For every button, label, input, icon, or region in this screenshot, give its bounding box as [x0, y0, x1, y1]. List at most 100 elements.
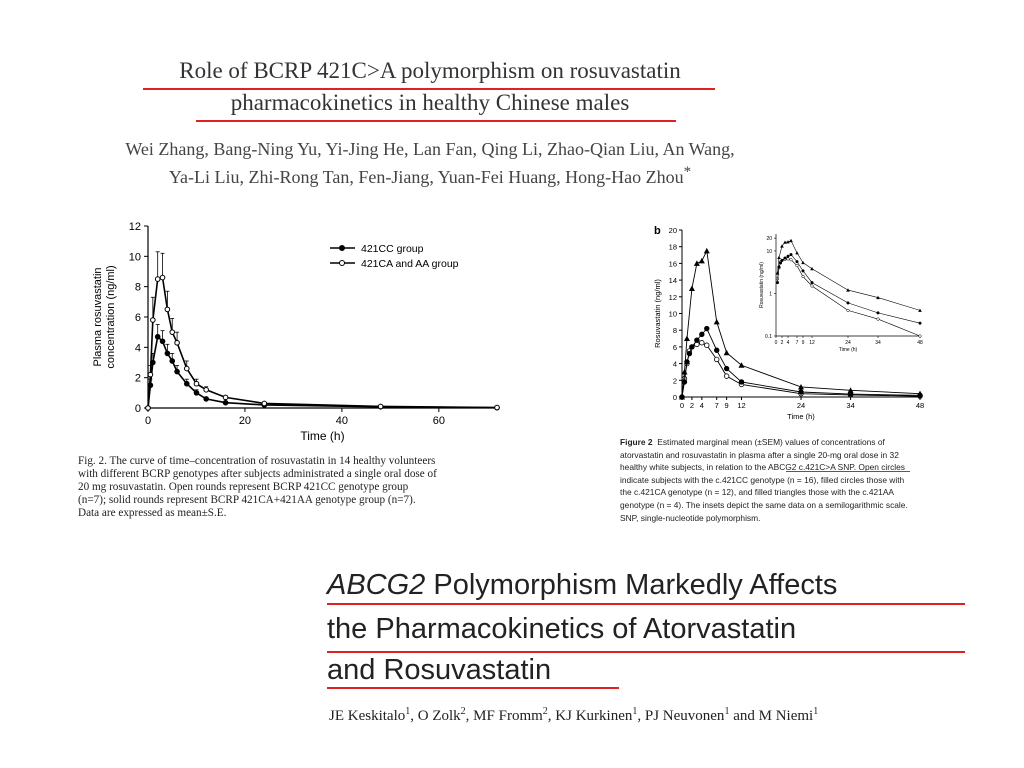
caption-line: 20 mg rosuvastatin. Open rounds represen… [78, 481, 409, 493]
author-separator: , [637, 708, 645, 724]
title-underline-3 [327, 603, 965, 605]
caption-line: atorvastatin and rosuvastatin in plasma … [620, 449, 899, 460]
data-point [222, 394, 229, 401]
data-point [738, 379, 745, 385]
inset-data-point [795, 251, 799, 255]
author-name: JE Keskitalo [329, 708, 406, 724]
caption-line: Data are expressed as mean±S.E. [78, 507, 227, 519]
inset-data-point [775, 271, 780, 275]
inset-data-point [876, 317, 880, 321]
data-point [704, 342, 710, 348]
data-point [683, 335, 690, 342]
author-separator: , [465, 708, 474, 724]
x-axis-label: Time (h) [787, 412, 815, 421]
paper2-figure-caption: Figure 2 Estimated marginal mean (±SEM) … [620, 436, 965, 524]
caption-line: genotype (n = 4). The insets depict the … [620, 499, 908, 510]
y-axis-label: Rosuvastatin (ng/ml) [653, 279, 662, 348]
caption-line: Fig. 2. The curve of time–concentration … [78, 455, 436, 467]
data-point [222, 399, 229, 406]
x-tick-label: 0 [145, 415, 151, 427]
y-tick-label: 8 [135, 282, 141, 294]
data-point [689, 344, 695, 350]
paper2-authors: JE Keskitalo1, O Zolk2, MF Fromm2, KJ Ku… [329, 706, 818, 725]
inset-data-point [810, 284, 814, 288]
inset-series-line [777, 258, 921, 337]
inset-y-tick-label: 0.1 [765, 334, 772, 340]
inset-data-point [786, 240, 790, 244]
caption-line: with different BCRP genotypes after subj… [78, 468, 437, 480]
data-point [703, 247, 710, 254]
data-point [694, 337, 700, 343]
paper2-title-line3: and Rosuvastatin [327, 654, 552, 686]
data-point [147, 371, 154, 378]
inset-data-point [795, 260, 799, 264]
y-tick-label: 8 [673, 326, 677, 335]
paper1-figure-caption: Fig. 2. The curve of time–concentration … [78, 455, 516, 520]
paper1-title-line1: Role of BCRP 421C>A polymorphism on rosu… [179, 58, 681, 83]
inset-x-tick-label: 48 [917, 340, 923, 346]
data-point [723, 349, 730, 356]
caption-line: healthy white subjects, in relation to t… [620, 462, 905, 473]
inset-data-point [801, 260, 805, 265]
data-point [164, 306, 171, 313]
inset-data-point [846, 301, 850, 305]
inset-data-point [801, 274, 805, 279]
data-point [738, 362, 745, 368]
paper1-authors-line2-wrap: Ya-Li Liu, Zhi-Rong Tan, Fen-Jiang, Yuan… [60, 160, 800, 189]
inset-data-point [810, 281, 814, 285]
data-point [698, 257, 705, 264]
inset-data-point [846, 308, 850, 312]
data-point [693, 260, 700, 266]
left-concentration-chart: 0 2 4 6 8 10 12 0 20 40 60 Time (h) Plasma rosuvasta… [92, 221, 500, 443]
data-point [154, 276, 161, 282]
y-tick-label: 4 [673, 360, 677, 369]
y-tick-label: 18 [669, 243, 677, 252]
data-point [261, 400, 268, 407]
legend-label: 421CC group [361, 243, 424, 255]
x-axis-label: Time (h) [300, 429, 344, 443]
paper2-title-line1: ABCG2 Polymorphism Markedly Affects [327, 565, 837, 605]
caption-text: Estimated marginal mean (±SEM) values of… [657, 437, 885, 447]
y-axis-label-line2: concentration (ng/ml) [105, 265, 117, 368]
data-point [714, 347, 720, 353]
y-tick-label: 10 [129, 251, 141, 263]
inset-data-point [780, 258, 784, 262]
inset-data-point [810, 267, 814, 271]
series-line [147, 276, 498, 409]
inset-x-axis-label: Time (h) [839, 347, 858, 353]
caption-line: indicate subjects with the c.421CC genot… [620, 474, 905, 485]
y-tick-label: 20 [669, 226, 677, 235]
data-point [917, 390, 923, 397]
author-affiliation: 2 [542, 706, 548, 717]
y-tick-label: 12 [669, 293, 677, 302]
y-axis-label-line1: Plasma rosuvastatin [92, 267, 104, 366]
inset-y-tick-label: 20 [766, 236, 772, 242]
title-underline-5 [327, 687, 619, 689]
corresponding-author-mark: * [683, 164, 692, 180]
data-point [723, 373, 730, 379]
data-point [193, 380, 200, 387]
caption-underline [786, 471, 910, 472]
data-point [798, 383, 804, 390]
y-tick-label: 14 [669, 276, 677, 285]
y-tick-label: 6 [673, 343, 677, 352]
data-point [798, 389, 804, 395]
data-point [193, 390, 200, 396]
paper1-authors-line1: Wei Zhang, Bang-Ning Yu, Yi-Jing He, Lan… [125, 139, 735, 159]
data-point [723, 365, 730, 372]
data-point [494, 404, 500, 411]
data-point [714, 356, 720, 363]
data-point [688, 285, 695, 291]
author-name: KJ Kurkinen [555, 708, 633, 724]
figure-label: Figure 2 [620, 437, 653, 447]
author-name: O Zolk [417, 708, 461, 724]
x-tick-label: 2 [690, 401, 694, 410]
title-underline-1 [143, 88, 715, 90]
author-separator: and [729, 708, 759, 724]
author-separator: , [547, 708, 556, 724]
x-tick-label: 4 [700, 401, 704, 410]
inset-x-tick-label: 12 [809, 340, 815, 346]
inset-x-tick-label: 34 [875, 340, 881, 346]
inset-data-point [795, 264, 799, 268]
